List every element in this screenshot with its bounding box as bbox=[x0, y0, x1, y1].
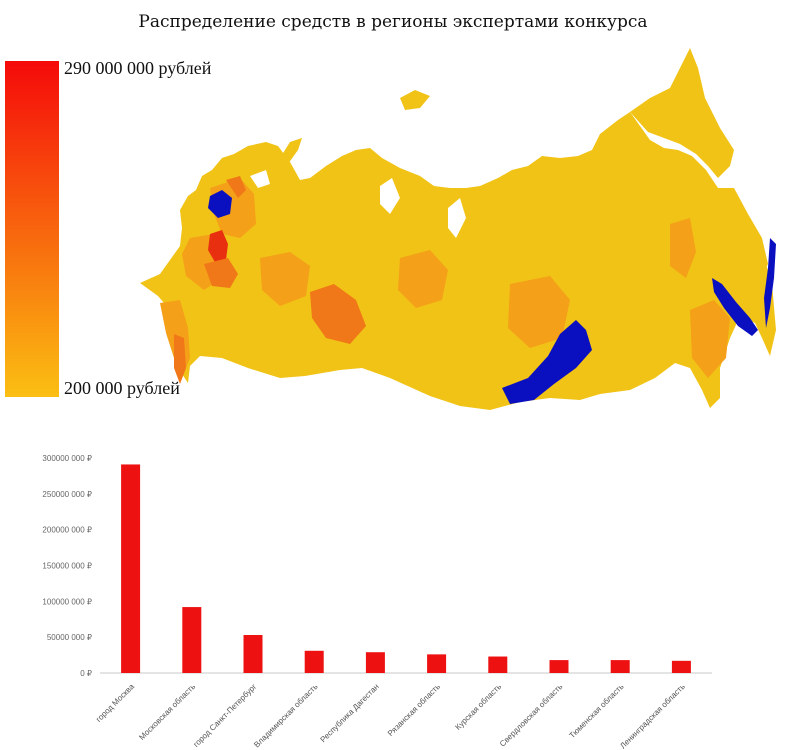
page-title: Распределение средств в регионы эксперта… bbox=[138, 12, 648, 32]
map-region-baikal bbox=[502, 320, 592, 404]
x-tick-label: Ленинградская область bbox=[618, 682, 686, 750]
map-region-ural bbox=[310, 284, 366, 344]
map-lake bbox=[380, 178, 400, 214]
y-tick-label: 250000 000 ₽ bbox=[42, 490, 92, 499]
map-region-far-south bbox=[174, 334, 186, 384]
bar bbox=[182, 607, 202, 673]
regions-bar-chart: 0 ₽ 50000 000 ₽ 100000 000 ₽ 150000 000 ₽ 20… bbox=[42, 454, 712, 750]
map-region-st-petersburg bbox=[208, 190, 232, 218]
y-tick-label: 50000 000 ₽ bbox=[47, 633, 92, 642]
map-island-north bbox=[400, 90, 430, 110]
color-scale-max-label: 290 000 000 рублей bbox=[64, 58, 212, 78]
x-tick-label: Рязанская область bbox=[386, 682, 442, 738]
map-region-sakhalin bbox=[712, 278, 758, 336]
x-tick-label: Владимирская область bbox=[252, 682, 319, 749]
map-region-far-east bbox=[690, 300, 730, 378]
bar bbox=[671, 660, 691, 673]
map-region-volga bbox=[260, 252, 310, 306]
x-tick-label: Свердловская область bbox=[498, 682, 564, 748]
bar bbox=[304, 650, 324, 673]
color-scale-min-label: 200 000 рублей bbox=[64, 378, 180, 398]
color-scale-bar bbox=[5, 61, 59, 397]
map-region-kuril bbox=[764, 238, 776, 328]
map-region-moscow bbox=[208, 230, 228, 264]
bar bbox=[549, 660, 569, 673]
y-tick-label: 0 ₽ bbox=[80, 669, 92, 678]
map-island-chukotka bbox=[630, 48, 734, 178]
x-tick-label: Тюменская область bbox=[568, 682, 626, 740]
bar bbox=[365, 652, 385, 673]
map-region-karelia bbox=[226, 176, 246, 198]
x-tick-label: Курская область bbox=[453, 682, 503, 732]
map-island-novaya-zemlya bbox=[280, 138, 302, 164]
map-region-east-1 bbox=[508, 276, 570, 348]
x-tick-label: город Москва bbox=[94, 682, 136, 724]
map-white-sea bbox=[250, 170, 270, 188]
map-landmass bbox=[140, 112, 776, 410]
bar bbox=[121, 464, 141, 673]
russia-regions-map bbox=[140, 48, 776, 410]
map-region-siberia bbox=[398, 250, 448, 308]
y-tick-label: 200000 000 ₽ bbox=[42, 526, 92, 535]
x-tick-label: Республика Дагестан bbox=[319, 682, 381, 744]
map-region-east-2 bbox=[670, 218, 696, 278]
x-tick-label: Московская область bbox=[137, 682, 197, 742]
bar bbox=[427, 654, 447, 673]
x-tick-label: город Санкт-Петербург bbox=[192, 682, 259, 749]
y-tick-label: 100000 000 ₽ bbox=[42, 597, 92, 606]
map-bay bbox=[448, 198, 466, 238]
bar bbox=[610, 660, 630, 673]
y-tick-label: 150000 000 ₽ bbox=[42, 562, 92, 571]
bar bbox=[243, 635, 263, 673]
y-tick-label: 300000 000 ₽ bbox=[42, 454, 92, 463]
map-region-moscow-oblast bbox=[204, 258, 238, 288]
map-kamchatka bbox=[718, 188, 768, 278]
bar bbox=[488, 656, 508, 673]
